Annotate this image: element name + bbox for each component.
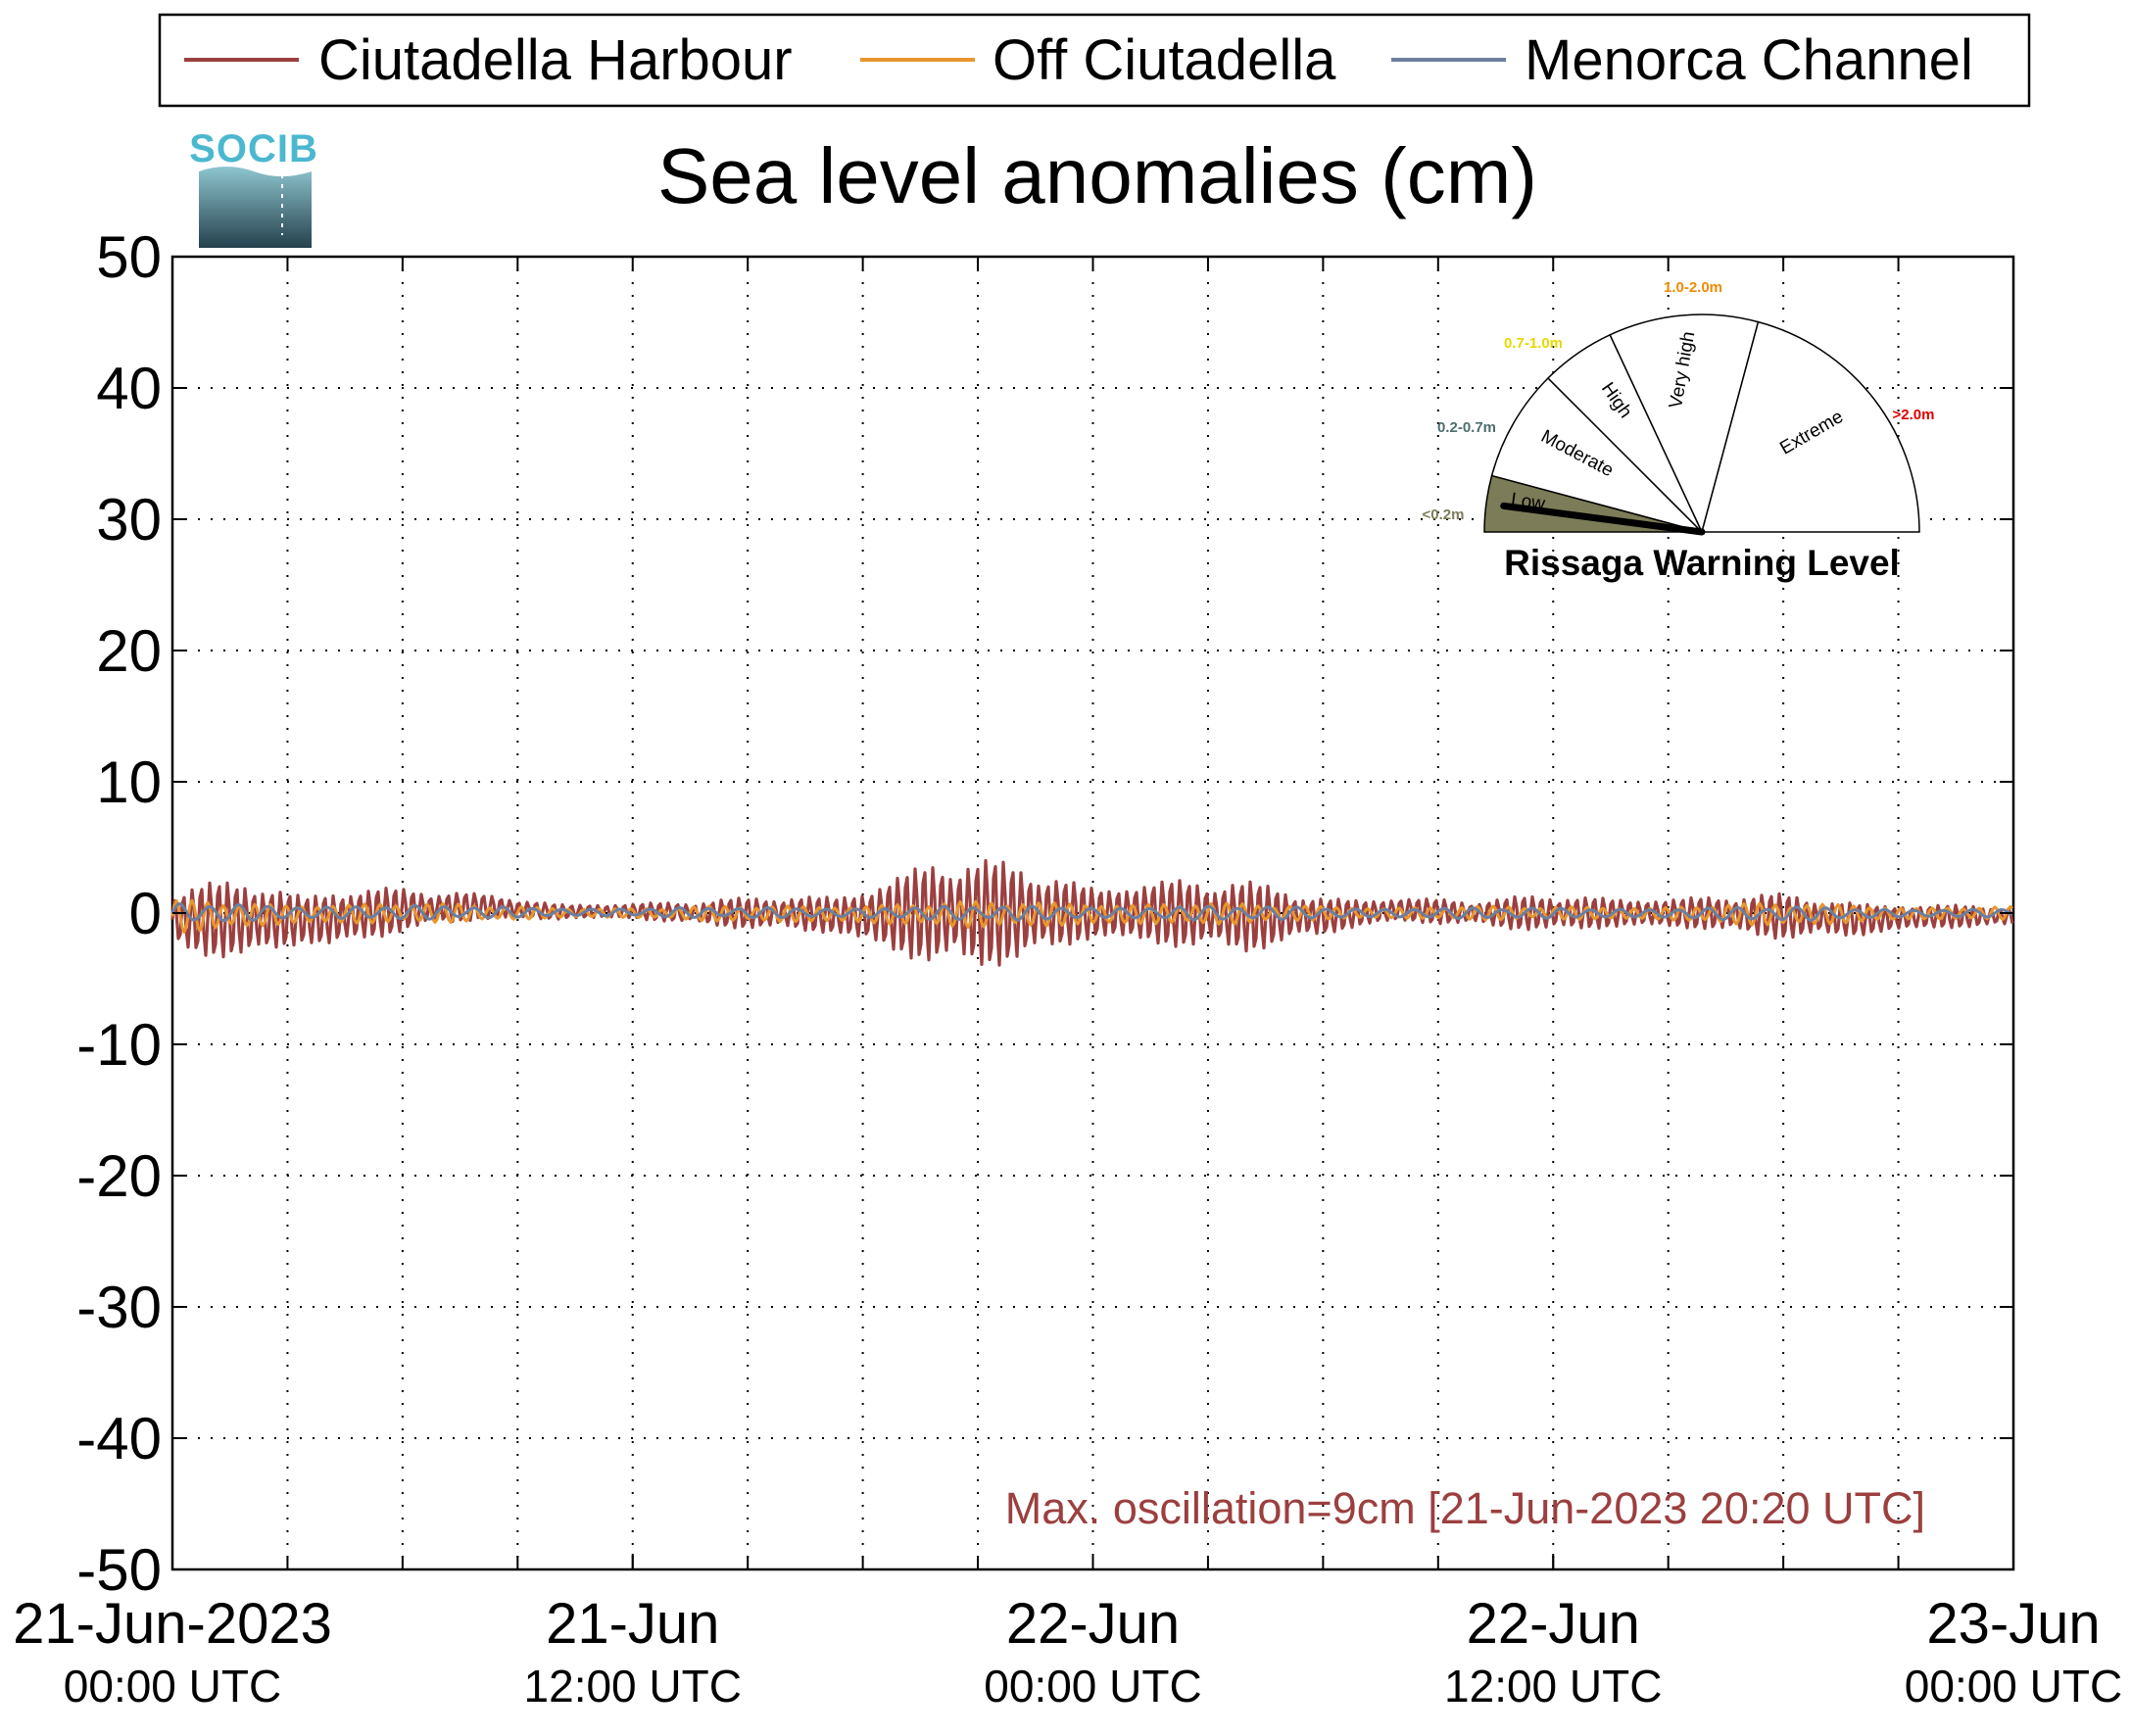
legend: Ciutadella Harbour Off Ciutadella Menorc… — [158, 13, 2031, 108]
y-tick-label: -50 — [76, 1537, 162, 1603]
legend-entry-ciutadella-harbour: Ciutadella Harbour — [184, 28, 793, 92]
y-tick-label: 0 — [129, 881, 162, 946]
gauge-range-labels: <0.2m 0.2-0.7m 0.7-1.0m 1.0-2.0m >2.0m — [1423, 279, 1935, 523]
legend-box — [158, 13, 2031, 108]
x-tick-label-time: 00:00 UTC — [984, 1661, 1201, 1712]
x-tick-label-time: 00:00 UTC — [1905, 1661, 2122, 1712]
logo-text: SOCIB — [189, 127, 318, 170]
gauge-range-label: 0.2-0.7m — [1437, 419, 1496, 436]
y-axis: 50 40 30 20 10 0 -10 -20 -30 -40 -50 — [76, 224, 2013, 1603]
series-line-off-ciutadella — [170, 898, 2014, 934]
gauge-range-label: <0.2m — [1423, 506, 1465, 523]
legend-entry-menorca-channel: Menorca Channel — [1391, 28, 1973, 92]
x-tick-label-date: 21-Jun — [546, 1592, 719, 1656]
x-tick-label-date: 23-Jun — [1926, 1592, 2100, 1656]
socib-logo: SOCIB — [189, 127, 318, 248]
chart-title: Sea level anomalies (cm) — [657, 132, 1537, 219]
max-oscillation-annotation: Max. oscillation=9cm [21-Jun-2023 20:20 … — [1005, 1483, 1925, 1533]
gauge-sectors — [1483, 313, 1920, 535]
y-tick-label: 20 — [96, 618, 162, 684]
y-tick-label: -40 — [76, 1406, 162, 1471]
y-tick-label: -10 — [76, 1012, 162, 1078]
gauge-sector-extreme — [1701, 320, 1920, 533]
y-tick-label: -30 — [76, 1275, 162, 1340]
legend-label: Menorca Channel — [1525, 28, 1973, 92]
x-tick-label-time: 12:00 UTC — [1444, 1661, 1662, 1712]
gauge-sector-very-high — [1609, 313, 1760, 535]
rissaga-warning-gauge: <0.2m0.2-0.7m0.7-1.0m1.0-2.0m>2.0m LowMo… — [1423, 279, 1935, 583]
y-tick-label: 40 — [96, 356, 162, 421]
y-tick-label: 10 — [96, 749, 162, 815]
series-line-menorca-channel — [170, 902, 2013, 923]
gauge-range-label: 1.0-2.0m — [1664, 279, 1722, 296]
x-tick-label-time: 12:00 UTC — [524, 1661, 742, 1712]
gauge-title: Rissaga Warning Level — [1504, 543, 1900, 583]
y-tick-label: 30 — [96, 487, 162, 553]
x-tick-label-date: 22-Jun — [1006, 1592, 1180, 1656]
logo-wave — [199, 167, 312, 248]
y-tick-label: 50 — [96, 224, 162, 290]
x-tick-label-time: 00:00 UTC — [64, 1661, 281, 1712]
legend-label: Off Ciutadella — [993, 28, 1336, 92]
gauge-range-label: >2.0m — [1893, 407, 1935, 423]
x-tick-label-date: 22-Jun — [1467, 1592, 1640, 1656]
legend-label: Ciutadella Harbour — [318, 28, 793, 92]
legend-entry-off-ciutadella: Off Ciutadella — [860, 28, 1336, 92]
series-layer — [170, 858, 2014, 967]
grid-vertical — [286, 257, 1900, 1569]
gauge-range-label: 0.7-1.0m — [1504, 335, 1563, 352]
gauge-sector-moderate — [1490, 376, 1705, 534]
gauge-needle — [1500, 502, 1706, 536]
y-tick-label: -20 — [76, 1143, 162, 1209]
x-tick-label-date: 21-Jun-2023 — [13, 1592, 332, 1656]
